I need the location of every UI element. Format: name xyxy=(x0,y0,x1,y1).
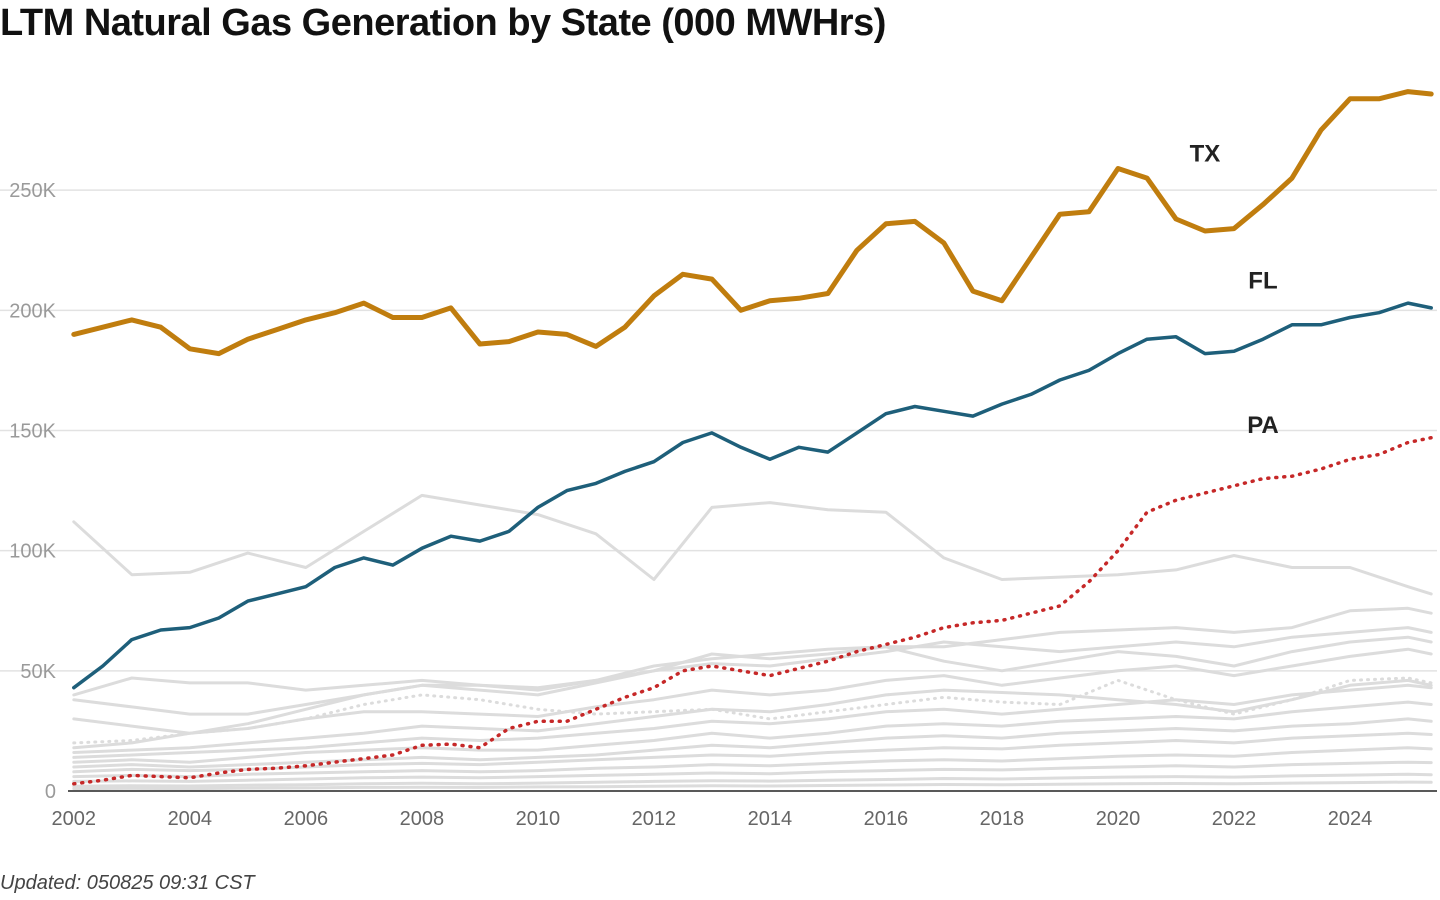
y-tick-label: 100K xyxy=(9,541,56,563)
series-label-fl: FL xyxy=(1248,268,1277,295)
x-axis-ticks: 2002 2004 2006 2008 2010 2012 2014 2016 2018 2020… xyxy=(52,808,1373,830)
series-line-other xyxy=(72,493,1433,596)
series-line-other xyxy=(72,683,1433,759)
series-line-other xyxy=(72,626,1433,716)
y-tick-label: 0 xyxy=(45,781,56,803)
series-line-other xyxy=(72,700,1433,764)
series-line-other xyxy=(72,717,1433,769)
x-tick-label: 2008 xyxy=(400,808,445,830)
y-tick-label: 50K xyxy=(20,661,56,683)
x-tick-label: 2022 xyxy=(1212,808,1257,830)
y-tick-label: 150K xyxy=(9,421,56,443)
series-line-other xyxy=(72,760,1433,783)
series-line-other xyxy=(72,772,1433,788)
x-tick-label: 2002 xyxy=(52,808,97,830)
x-tick-label: 2024 xyxy=(1328,808,1373,830)
series-line-other xyxy=(72,780,1433,791)
gridlines xyxy=(0,189,1437,672)
series-line-other xyxy=(72,647,1433,735)
series-line-fl xyxy=(72,301,1433,690)
series-line-pa xyxy=(72,435,1433,786)
series-line-other xyxy=(72,746,1433,779)
series-line-other xyxy=(72,678,1433,754)
highlighted-states-lines xyxy=(71,89,1434,786)
y-tick-label: 250K xyxy=(9,180,56,202)
series-labels: TX FL PA xyxy=(1190,140,1279,439)
x-tick-label: 2016 xyxy=(864,808,909,830)
chart-title: LTM Natural Gas Generation by State (000… xyxy=(0,2,886,44)
line-chart: 0 50K 100K 150K 200K 250K 2002 2004 2006 2008 201… xyxy=(0,89,1437,830)
x-tick-label: 2006 xyxy=(284,808,329,830)
x-tick-label: 2018 xyxy=(980,808,1025,830)
y-axis-ticks: 0 50K 100K 150K 200K 250K xyxy=(9,180,56,803)
x-tick-label: 2010 xyxy=(516,808,561,830)
x-tick-label: 2020 xyxy=(1096,808,1141,830)
series-label-pa: PA xyxy=(1247,412,1279,439)
updated-timestamp: Updated: 050825 09:31 CST xyxy=(0,872,255,894)
x-tick-label: 2012 xyxy=(632,808,677,830)
series-line-tx xyxy=(71,89,1434,357)
series-label-tx: TX xyxy=(1190,140,1221,167)
x-tick-label: 2014 xyxy=(748,808,793,830)
series-line-other xyxy=(72,635,1433,750)
y-tick-label: 200K xyxy=(9,300,56,322)
x-tick-label: 2004 xyxy=(168,808,213,830)
other-states-lines xyxy=(72,493,1433,791)
series-line-other xyxy=(72,606,1433,697)
